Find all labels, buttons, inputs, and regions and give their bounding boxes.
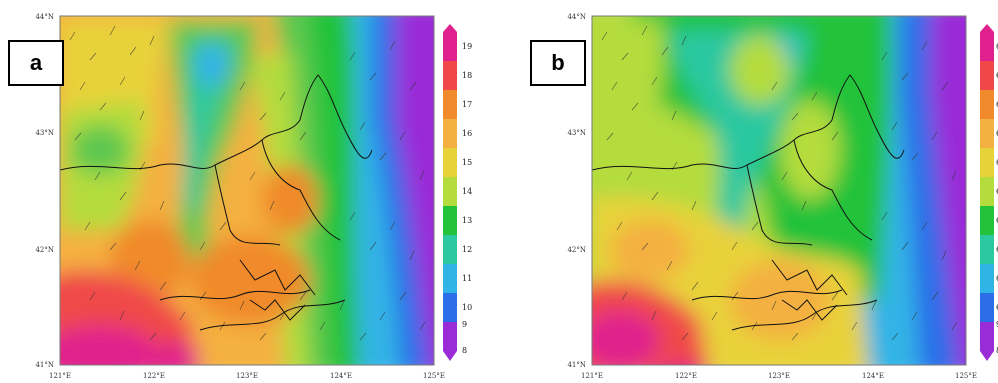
lon-label: 123°E (236, 372, 258, 380)
lon-label: 122°E (143, 372, 165, 380)
colorbar-b (980, 24, 994, 361)
lon-label: 125°E (423, 372, 445, 380)
colorbar-tick: 11 (462, 274, 473, 283)
panel-b-label: b (530, 40, 586, 86)
colorbar-tick: 9 (996, 320, 998, 329)
colorbar-tick: 6 (996, 303, 998, 312)
lat-label: 44°N (567, 13, 586, 21)
lat-label: 43°N (567, 129, 586, 137)
panel-a-label: a (8, 40, 64, 86)
lat-label: 44°N (35, 13, 54, 21)
colorbar-tick: 14 (462, 187, 473, 196)
colorbar-tick: 6 (996, 129, 998, 138)
colorbar-tick: 8 (462, 346, 468, 355)
colorbar-tick: 13 (462, 216, 473, 225)
colorbar-tick: 6 (996, 42, 998, 51)
lat-label: 41°N (35, 361, 54, 369)
lat-label: 42°N (35, 246, 54, 254)
colorbar-tick: 6 (996, 100, 998, 109)
colorbar-tick: 10 (462, 303, 473, 312)
colorbar-tick: 6 (996, 187, 998, 196)
panel-b: b 44°N 43°N 42°N 41°N 121°E 122°E 123°E … (530, 0, 998, 383)
lon-label: 123°E (768, 372, 790, 380)
colorbar-tick: 16 (462, 129, 473, 138)
colorbar-a (443, 24, 457, 361)
panel-a: a 44°N 43°N 42°N 41°N 121°E 122°E 123°E … (0, 0, 490, 383)
colorbar-tick: 15 (462, 158, 473, 167)
lon-label: 124°E (862, 372, 884, 380)
lat-label: 41°N (567, 361, 586, 369)
colorbar-tick: 19 (462, 42, 473, 51)
lon-label: 122°E (675, 372, 697, 380)
lon-label: 125°E (955, 372, 977, 380)
map-a (59, 15, 457, 366)
lon-label: 121°E (581, 372, 603, 380)
colorbar-tick: 18 (462, 71, 473, 80)
lon-label: 124°E (330, 372, 352, 380)
colorbar-tick: 9 (462, 320, 468, 329)
lat-label: 43°N (35, 129, 54, 137)
lat-label: 42°N (567, 246, 586, 254)
colorbar-tick: 6 (996, 245, 998, 254)
colorbar-tick: 8 (996, 346, 998, 355)
colorbar-tick: 6 (996, 158, 998, 167)
colorbar-tick: 17 (462, 100, 473, 109)
lon-label: 121°E (49, 372, 71, 380)
colorbar-tick: 6 (996, 274, 998, 283)
colorbar-tick: 6 (996, 71, 998, 80)
colorbar-tick: 6 (996, 216, 998, 225)
colorbar-tick: 12 (462, 245, 473, 254)
map-b (591, 15, 994, 366)
